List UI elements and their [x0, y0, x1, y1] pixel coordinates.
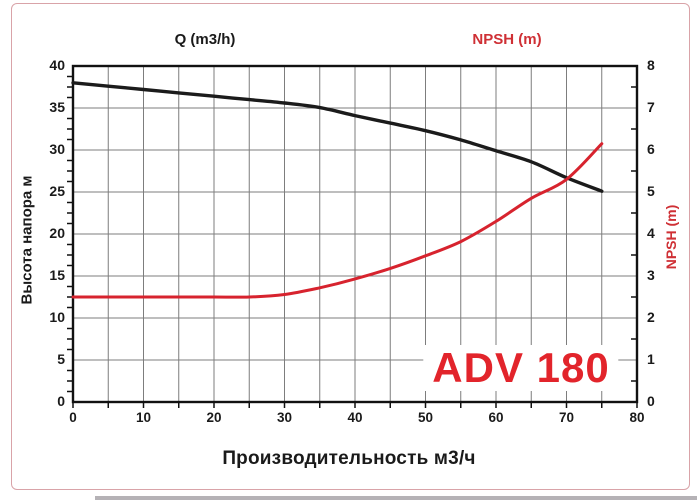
right-y-tick-label: 8 — [647, 57, 655, 73]
right-y-tick-label: 7 — [647, 99, 655, 115]
left-y-tick-label: 15 — [49, 267, 65, 283]
right-y-tick-label: 2 — [647, 309, 655, 325]
plot-border — [71, 64, 639, 404]
x-axis-top-title: Q (m3/h) — [174, 31, 236, 48]
left-axis-label: Высота напора м — [18, 175, 36, 305]
x-tick-label: 80 — [629, 410, 645, 425]
page-border-frame — [11, 3, 690, 490]
left-y-tick-label: 25 — [49, 183, 65, 199]
right-y-tick-label: 0 — [647, 393, 655, 409]
x-tick-label: 10 — [135, 410, 152, 425]
pump-model-label: ADV 180 — [423, 345, 619, 391]
x-tick-label: 40 — [347, 410, 363, 425]
left-y-tick-label: 5 — [57, 351, 65, 367]
npsh-curve — [71, 142, 604, 299]
left-y-tick-label: 40 — [49, 57, 65, 73]
x-tick-label: 60 — [488, 410, 504, 425]
x-tick-label: 50 — [417, 410, 434, 425]
left-y-tick-label: 30 — [49, 141, 65, 157]
right-y-tick-label: 3 — [647, 267, 655, 283]
x-tick-label: 30 — [276, 410, 293, 425]
left-y-tick-label: 10 — [49, 309, 65, 325]
left-y-tick-label: 20 — [49, 225, 65, 241]
right-y-tick-label: 5 — [647, 183, 655, 199]
right-y-tick-label: 4 — [647, 225, 655, 241]
npsh-axis-top-title: NPSH (m) — [472, 31, 542, 48]
head-curve — [71, 81, 604, 193]
x-tick-label: 0 — [69, 410, 77, 425]
right-y-tick-label: 1 — [647, 351, 655, 367]
x-tick-label: 20 — [206, 410, 222, 425]
x-tick-label: 70 — [558, 410, 575, 425]
right-y-tick-label: 6 — [647, 141, 655, 157]
left-y-tick-label: 0 — [57, 393, 65, 409]
x-axis-label: Производительность м3/ч — [222, 448, 476, 469]
left-y-tick-label: 35 — [49, 99, 65, 115]
scan-edge-artifact — [95, 496, 697, 500]
